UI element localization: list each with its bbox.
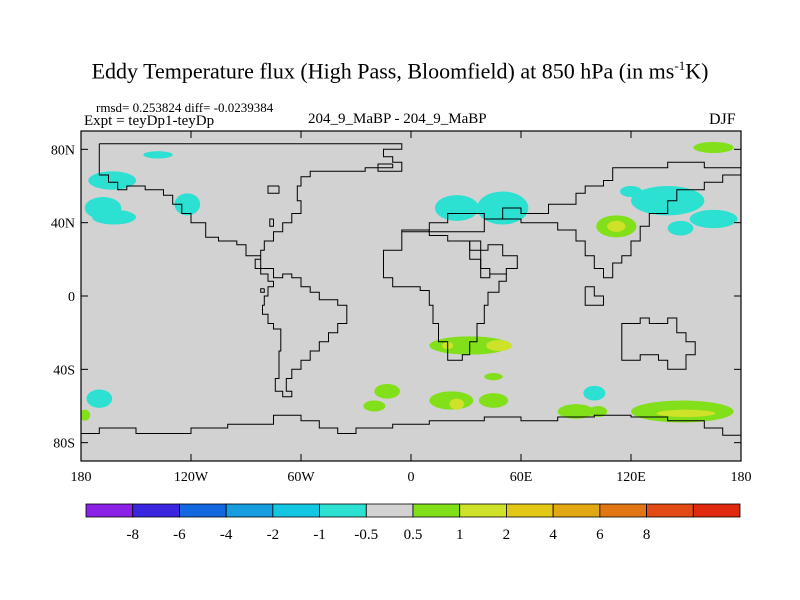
- colorbar-swatch-12: [646, 503, 694, 518]
- contour-region-5: [434, 195, 479, 221]
- contour-region-9: [689, 209, 738, 229]
- colorbar-label-11: 8: [643, 527, 651, 543]
- colorbar-swatch-0: [85, 503, 134, 518]
- colorbar-swatch-1: [132, 503, 180, 518]
- contour-region-24: [557, 404, 595, 419]
- contour-region-7: [693, 142, 734, 153]
- y-tick-label-2: 0: [68, 290, 75, 305]
- coastline-4: [260, 288, 265, 293]
- contour-region-3: [143, 151, 173, 159]
- coastline-6: [469, 240, 518, 279]
- colorbar-label-3: -2: [267, 527, 280, 543]
- coastline-7: [383, 229, 507, 361]
- y-tick-label-1: 40N: [51, 217, 75, 232]
- chart-title-end: K): [685, 58, 709, 84]
- colorbar-swatch-9: [506, 503, 554, 518]
- colorbar-swatch-2: [179, 503, 227, 518]
- coastline-8: [621, 317, 696, 370]
- colorbar-swatch-8: [459, 503, 507, 518]
- x-tick-label-5: 120E: [616, 470, 646, 485]
- contour-region-10: [667, 220, 694, 236]
- colorbar-label-0: -8: [126, 527, 139, 543]
- contour-region-15: [486, 340, 512, 351]
- map-axes: 180 120W 60W 0 60E 120E 180 80N 40N 0 40S 80S: [51, 130, 752, 485]
- coastline-5: [401, 161, 741, 279]
- colorbar: -8 -6 -4 -2 -1 -0.5 0.5 1 2 4 6 8: [85, 503, 741, 543]
- y-tick-label-4: 80S: [53, 437, 75, 452]
- colorbar-label-7: 1: [456, 527, 464, 543]
- contour-region-4: [174, 193, 201, 216]
- contour-region-25: [588, 406, 608, 417]
- colorbar-swatch-5: [319, 503, 367, 518]
- chart-title-main: Eddy Temperature flux (High Pass, Bloomf…: [91, 58, 675, 84]
- colorbar-label-4: -1: [313, 527, 326, 543]
- experiment-label: Expt = teyDp1-teyDp: [84, 113, 215, 129]
- x-tick-label-6: 180: [731, 470, 752, 485]
- contour-group: [81, 142, 738, 423]
- x-tick-label-2: 60W: [287, 470, 315, 485]
- contour-region-12: [607, 220, 626, 232]
- y-tick-label-0: 80N: [51, 143, 75, 158]
- colorbar-swatch-4: [272, 503, 320, 518]
- contour-region-13: [620, 186, 642, 197]
- colorbar-label-10: 6: [596, 527, 604, 543]
- coastline-2: [269, 218, 274, 227]
- coastline-3: [267, 185, 280, 194]
- x-tick-label-4: 60E: [510, 470, 533, 485]
- contour-region-2: [92, 209, 136, 225]
- colorbar-label-6: 0.5: [404, 527, 423, 543]
- stats-line: rmsd= 0.253824 diff= -0.0239384: [96, 100, 274, 115]
- colorbar-swatch-13: [692, 503, 741, 518]
- season-label: DJF: [709, 111, 736, 128]
- coastline-group: [81, 143, 741, 461]
- colorbar-label-9: 4: [549, 527, 557, 543]
- contour-region-17: [374, 384, 400, 399]
- x-tick-label-3: 0: [408, 470, 415, 485]
- contour-region-18: [363, 400, 386, 412]
- coastline-0: [98, 143, 403, 398]
- x-tick-label-1: 120W: [174, 470, 209, 485]
- colorbar-swatch-3: [225, 503, 274, 518]
- colorbar-swatch-10: [552, 503, 601, 518]
- coastline-10: [81, 414, 741, 461]
- chart-title: Eddy Temperature flux (High Pass, Bloomf…: [0, 58, 800, 84]
- colorbar-swatch-7: [412, 503, 461, 518]
- map-plot-area: [81, 131, 741, 461]
- coastline-1: [377, 163, 394, 169]
- colorbar-label-2: -4: [220, 527, 233, 543]
- contour-region-21: [478, 393, 509, 408]
- contour-region-22: [484, 373, 503, 381]
- colorbar-label-5: -0.5: [354, 527, 378, 543]
- colorbar-swatch-6: [365, 503, 414, 518]
- colorbar-swatch-11: [599, 503, 647, 518]
- contour-region-23: [583, 385, 606, 401]
- contour-region-0: [88, 171, 136, 190]
- y-tick-label-3: 40S: [53, 363, 75, 378]
- colorbar-label-8: 2: [503, 527, 511, 543]
- colorbar-label-1: -6: [173, 527, 186, 543]
- coastline-9: [584, 286, 604, 306]
- x-tick-label-0: 180: [71, 470, 92, 485]
- chart-title-superscript: -1: [674, 58, 686, 73]
- contour-region-20: [449, 398, 465, 410]
- contour-region-29: [86, 389, 113, 408]
- center-label: 204_9_MaBP - 204_9_MaBP: [308, 111, 487, 127]
- contour-region-27: [656, 409, 716, 418]
- contour-region-28: [81, 409, 91, 421]
